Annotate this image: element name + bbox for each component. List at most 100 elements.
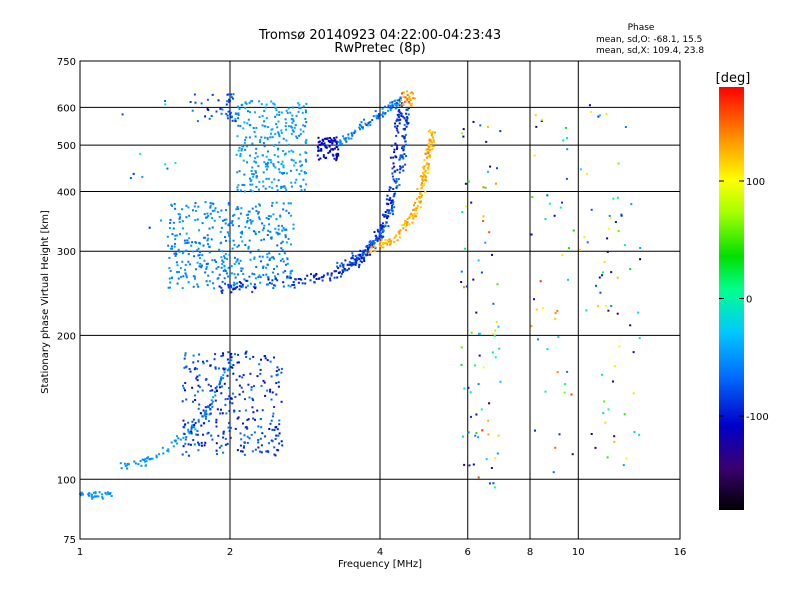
- echo-point: [263, 238, 265, 241]
- echo-point: [144, 458, 147, 461]
- echo-point: [397, 110, 400, 112]
- echo-point: [431, 132, 434, 135]
- echo-point: [214, 366, 217, 369]
- echo-point: [269, 360, 272, 363]
- echo-point: [291, 284, 294, 286]
- echo-point: [261, 222, 264, 225]
- echo-point: [365, 252, 368, 255]
- echo-point: [400, 104, 403, 107]
- echo-point: [280, 187, 283, 189]
- echo-point: [285, 128, 288, 131]
- echo-point: [351, 263, 354, 266]
- echo-point: [431, 148, 434, 151]
- echo-point: [249, 180, 252, 183]
- echo-point: [268, 428, 271, 430]
- echo-point: [333, 276, 336, 279]
- echo-point: [228, 387, 231, 389]
- echo-point: [273, 356, 275, 359]
- echo-point: [398, 231, 401, 234]
- echo-point: [238, 410, 241, 412]
- echo-point: [427, 155, 430, 158]
- echo-point: [460, 281, 463, 283]
- echo-point: [477, 436, 480, 439]
- echo-point: [369, 253, 372, 256]
- echo-point: [237, 416, 240, 419]
- echo-point: [253, 273, 256, 276]
- echo-point: [479, 332, 482, 335]
- echo-point: [241, 240, 244, 243]
- echo-point: [184, 442, 187, 445]
- echo-point: [292, 159, 295, 162]
- echo-point: [254, 152, 257, 155]
- echo-point: [276, 373, 279, 376]
- echo-point: [184, 382, 187, 384]
- echo-point: [252, 285, 255, 288]
- echo-point: [242, 145, 245, 148]
- echo-point: [240, 438, 243, 441]
- echo-point: [609, 217, 612, 220]
- echo-point: [418, 195, 421, 198]
- echo-point: [237, 117, 240, 120]
- echo-point: [388, 243, 391, 246]
- echo-point: [320, 276, 323, 279]
- echo-point: [330, 138, 333, 141]
- echo-point: [487, 433, 490, 436]
- echo-point: [161, 446, 164, 449]
- echo-point: [210, 399, 213, 402]
- echo-point: [271, 279, 274, 282]
- echo-point: [336, 144, 339, 147]
- echo-point: [281, 257, 284, 260]
- echo-point: [389, 109, 392, 111]
- echo-point: [233, 273, 236, 276]
- echo-point: [565, 177, 568, 180]
- echo-point: [285, 122, 288, 125]
- echo-point: [251, 207, 254, 210]
- echo-point: [226, 442, 229, 445]
- echo-point: [246, 220, 249, 222]
- echo-point: [282, 271, 285, 274]
- echo-point: [184, 389, 186, 392]
- echo-point: [198, 353, 201, 356]
- echo-point: [197, 360, 200, 363]
- echo-point: [230, 272, 233, 275]
- echo-point: [264, 106, 267, 109]
- echo-point: [404, 134, 407, 136]
- echo-point: [613, 365, 616, 368]
- echo-point: [276, 366, 279, 369]
- echo-point: [206, 239, 209, 242]
- echo-point: [402, 157, 405, 160]
- echo-point: [184, 242, 187, 245]
- echo-point: [240, 149, 243, 152]
- echo-point: [248, 437, 251, 440]
- echo-point: [391, 172, 394, 175]
- echo-point: [393, 165, 396, 168]
- echo-point: [405, 100, 408, 103]
- echo-point: [271, 428, 274, 431]
- echo-point: [286, 275, 289, 278]
- echo-point: [613, 440, 616, 443]
- echo-point: [247, 418, 250, 421]
- echo-point: [244, 244, 247, 246]
- echo-point: [228, 98, 231, 101]
- echo-point: [391, 199, 393, 202]
- echo-point: [333, 139, 336, 142]
- echo-point: [599, 291, 602, 294]
- echo-point: [359, 249, 362, 252]
- echo-point: [294, 278, 297, 281]
- echo-point: [427, 165, 430, 168]
- echo-point: [236, 361, 239, 364]
- echo-point: [421, 177, 424, 180]
- phase-stats-o: mean, sd,O: -68.1, 15.5: [596, 35, 702, 45]
- echo-point: [568, 247, 570, 250]
- echo-point: [214, 387, 217, 390]
- echo-point: [218, 367, 220, 370]
- echo-point: [324, 144, 327, 147]
- echo-point: [399, 165, 402, 168]
- echo-point: [249, 372, 252, 375]
- echo-point: [346, 264, 349, 267]
- echo-point: [381, 107, 384, 110]
- echo-point: [266, 163, 269, 166]
- echo-point: [240, 104, 243, 107]
- echo-point: [188, 432, 191, 435]
